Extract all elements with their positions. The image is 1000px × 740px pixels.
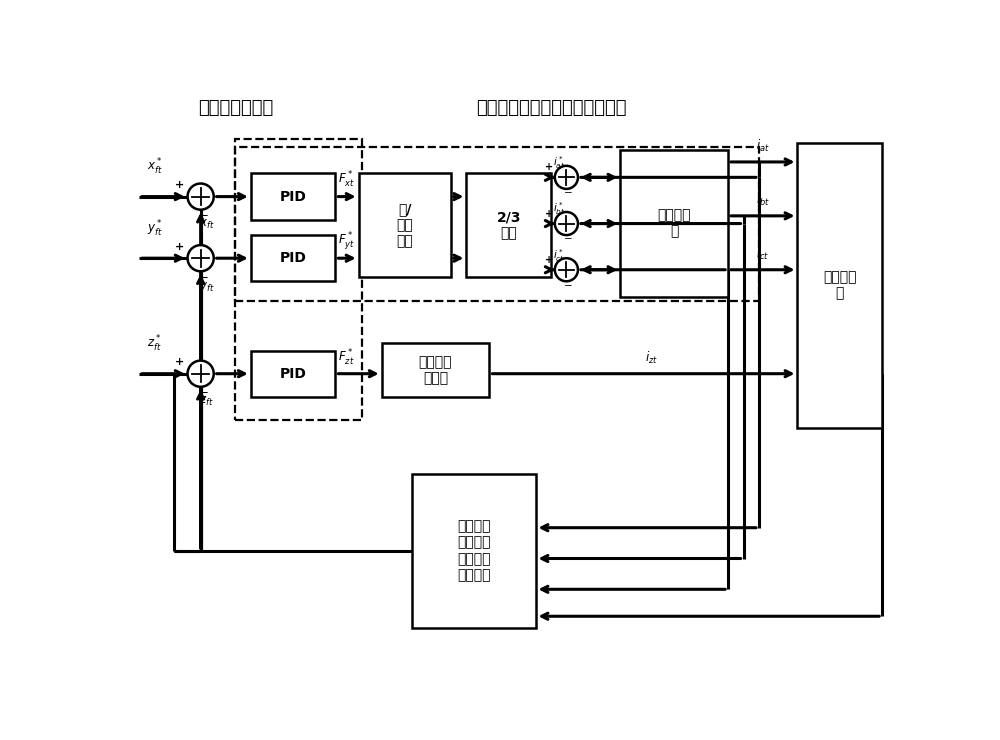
FancyBboxPatch shape [358, 173, 451, 278]
FancyBboxPatch shape [797, 143, 882, 428]
Text: 2/3
变换: 2/3 变换 [496, 210, 521, 240]
Text: 功率逆变
器: 功率逆变 器 [657, 209, 691, 238]
Text: $-$: $-$ [198, 384, 208, 397]
Text: $y_{ft}$: $y_{ft}$ [199, 280, 215, 294]
Text: PID: PID [280, 251, 306, 265]
Text: $F_{xt}^*$: $F_{xt}^*$ [338, 170, 355, 190]
FancyBboxPatch shape [382, 343, 489, 397]
Text: PID: PID [280, 189, 306, 204]
FancyBboxPatch shape [251, 173, 335, 220]
Text: $i_{at}$: $i_{at}$ [756, 138, 770, 154]
Text: $-$: $-$ [563, 186, 573, 196]
Circle shape [555, 166, 578, 189]
Text: 扩展的电流滞环三相功率逆变器: 扩展的电流滞环三相功率逆变器 [476, 99, 626, 117]
Text: 线性闭环控制器: 线性闭环控制器 [198, 99, 273, 117]
FancyBboxPatch shape [251, 351, 335, 397]
Text: $y_{ft}^*$: $y_{ft}^*$ [147, 219, 162, 239]
Text: $z_{ft}$: $z_{ft}$ [199, 395, 214, 408]
FancyBboxPatch shape [620, 150, 728, 297]
Text: 开关功率
放大器: 开关功率 放大器 [419, 354, 452, 385]
Circle shape [188, 184, 214, 209]
Text: $-$: $-$ [563, 278, 573, 289]
Circle shape [555, 258, 578, 281]
Circle shape [188, 360, 214, 387]
Text: $x_{ft}^*$: $x_{ft}^*$ [147, 157, 162, 178]
Text: $i_{ct}$: $i_{ct}$ [756, 246, 769, 262]
Text: 混合核函
数支持向
量机位移
预测模型: 混合核函 数支持向 量机位移 预测模型 [457, 519, 491, 582]
Circle shape [555, 212, 578, 235]
Circle shape [188, 245, 214, 272]
FancyBboxPatch shape [251, 235, 335, 281]
Text: +: + [174, 242, 184, 252]
Text: +: + [545, 255, 553, 265]
Text: $i_{bt}^*$: $i_{bt}^*$ [553, 201, 566, 218]
FancyBboxPatch shape [466, 173, 551, 278]
Text: $-$: $-$ [563, 232, 573, 243]
Text: $i_{zt}$: $i_{zt}$ [645, 350, 658, 366]
Text: PID: PID [280, 367, 306, 380]
Text: $i_{at}^*$: $i_{at}^*$ [553, 155, 566, 171]
Text: 混合磁轴
承: 混合磁轴 承 [823, 270, 856, 300]
Text: $-$: $-$ [198, 269, 208, 282]
FancyBboxPatch shape [412, 474, 536, 628]
Text: $F_{yt}^*$: $F_{yt}^*$ [338, 230, 355, 252]
Text: $i_{ct}^*$: $i_{ct}^*$ [553, 246, 565, 263]
Text: $F_{zt}^*$: $F_{zt}^*$ [338, 348, 354, 368]
Text: $z_{ft}^*$: $z_{ft}^*$ [147, 334, 161, 354]
Text: +: + [545, 162, 553, 172]
Text: $i_{bt}$: $i_{bt}$ [756, 192, 770, 208]
Text: +: + [174, 357, 184, 367]
Text: $-$: $-$ [198, 207, 208, 220]
Text: $x_{ft}$: $x_{ft}$ [199, 218, 215, 232]
Text: +: + [545, 209, 553, 218]
Text: +: + [174, 180, 184, 190]
Text: 力/
电流
变换: 力/ 电流 变换 [396, 202, 413, 249]
